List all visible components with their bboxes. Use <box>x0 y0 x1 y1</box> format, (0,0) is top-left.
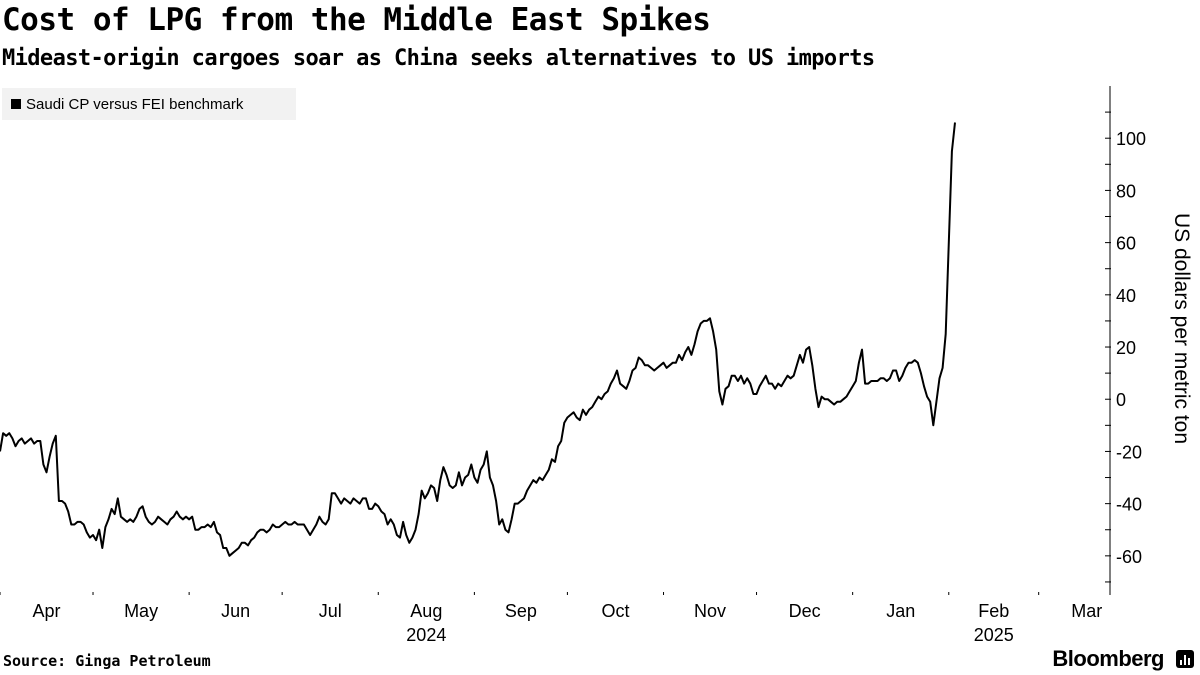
x-tick-label: Feb <box>978 601 1009 621</box>
source-note: Source: Ginga Petroleum <box>3 652 211 670</box>
y-tick-label: 100 <box>1116 129 1146 149</box>
chart-subtitle: Mideast-origin cargoes soar as China see… <box>2 46 875 71</box>
x-tick-label: Oct <box>601 601 629 621</box>
x-tick-label: Aug <box>410 601 442 621</box>
bloomberg-terminal-icon <box>1176 650 1194 668</box>
y-tick-label: -40 <box>1116 495 1142 515</box>
y-tick-label: 20 <box>1116 338 1136 358</box>
y-tick-label: 60 <box>1116 234 1136 254</box>
y-tick-label: -60 <box>1116 547 1142 567</box>
chart-title: Cost of LPG from the Middle East Spikes <box>2 2 711 38</box>
x-tick-label: Nov <box>694 601 726 621</box>
bloomberg-logo: Bloomberg <box>1052 646 1164 671</box>
x-year-label: 2025 <box>974 625 1014 645</box>
x-tick-label: Mar <box>1071 601 1102 621</box>
x-year-label: 2024 <box>406 625 446 645</box>
legend-swatch <box>11 99 21 109</box>
legend-label: Saudi CP versus FEI benchmark <box>26 95 244 113</box>
x-tick-label: Jun <box>221 601 250 621</box>
series-line <box>0 122 956 557</box>
x-tick-label: May <box>124 601 158 621</box>
x-tick-label: Dec <box>789 601 821 621</box>
chart-legend: Saudi CP versus FEI benchmark <box>2 88 296 120</box>
y-tick-label: 40 <box>1116 286 1136 306</box>
y-axis-label: US dollars per metric ton <box>1170 213 1193 444</box>
x-tick-label: Jan <box>886 601 915 621</box>
x-tick-label: Apr <box>33 601 61 621</box>
y-tick-label: -20 <box>1116 442 1142 462</box>
y-tick-label: 0 <box>1116 390 1126 410</box>
x-tick-label: Jul <box>319 601 342 621</box>
y-tick-label: 80 <box>1116 181 1136 201</box>
x-tick-label: Sep <box>505 601 537 621</box>
